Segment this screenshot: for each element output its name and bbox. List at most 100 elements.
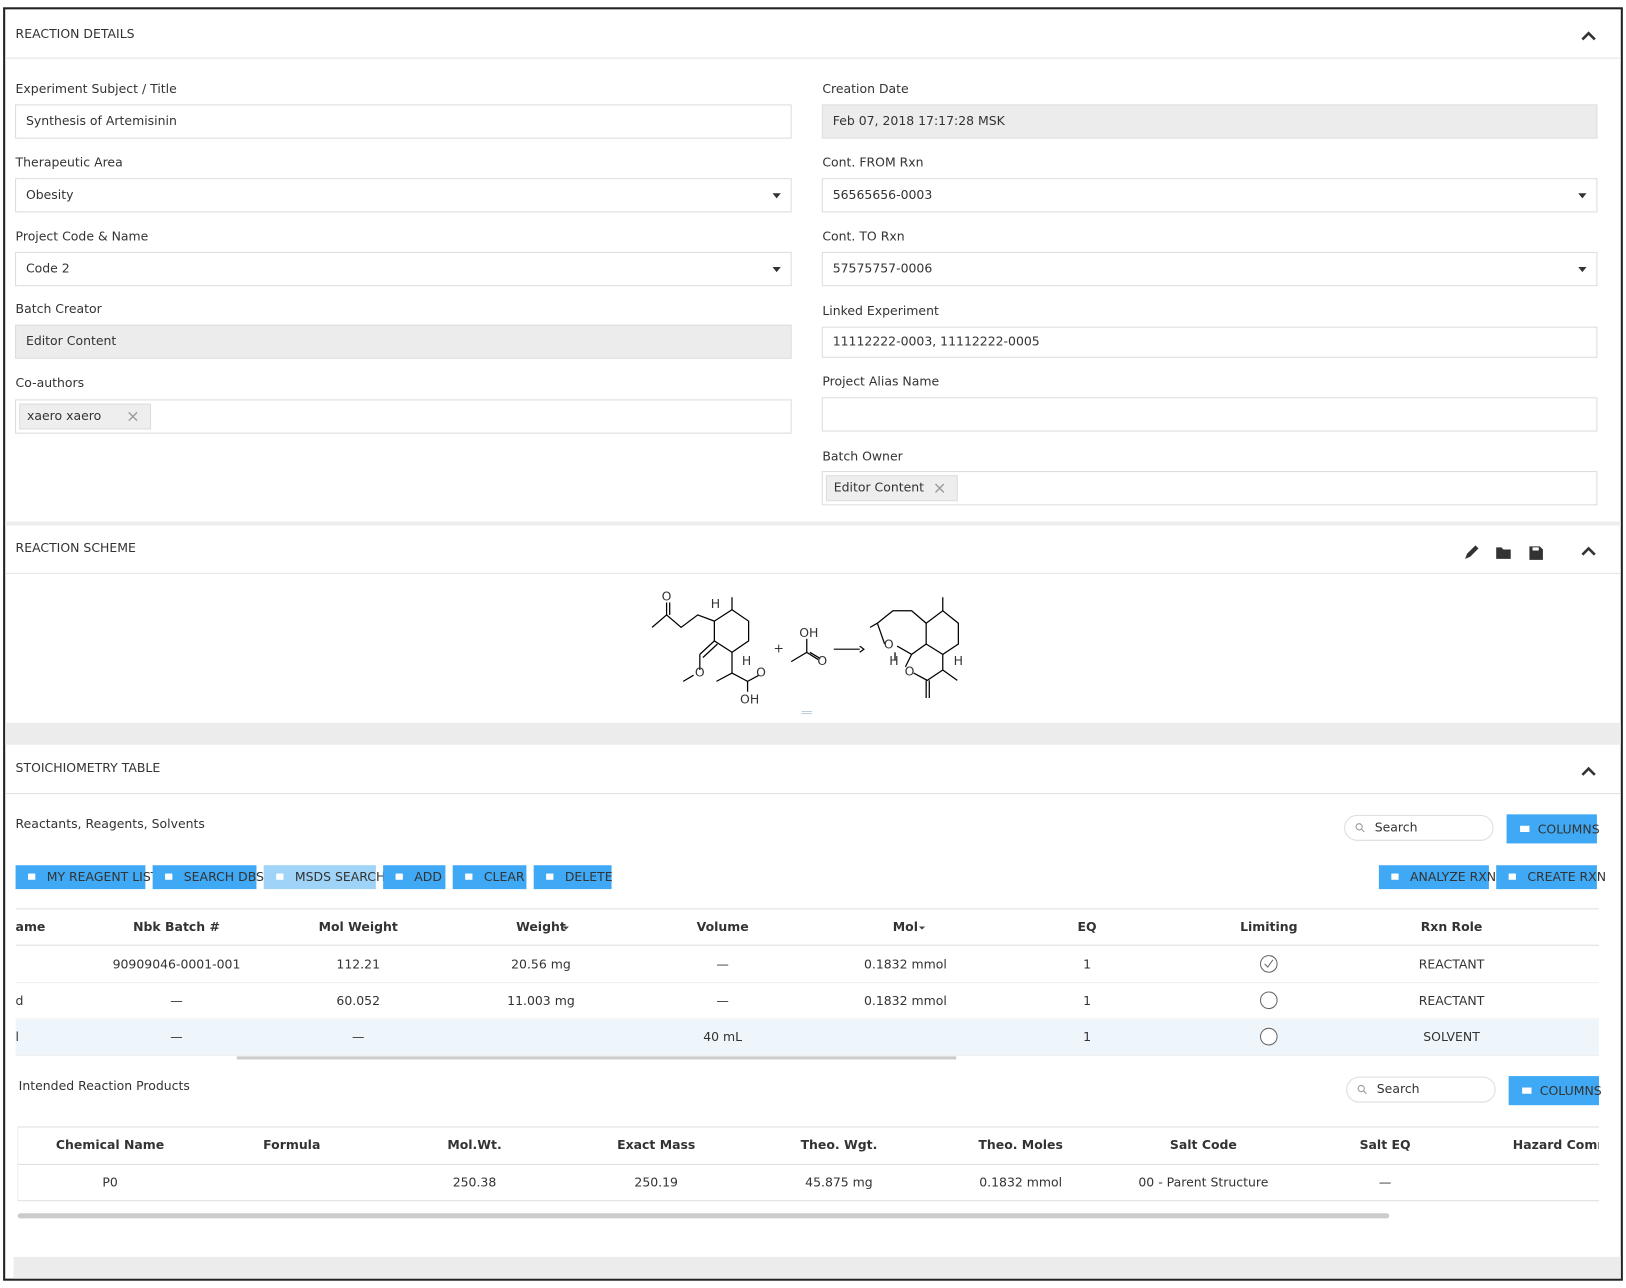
button-label: CLEAR (484, 869, 525, 884)
table-cell: 1 (1083, 956, 1091, 971)
button-label: CREATE RXN (1527, 869, 1606, 884)
tag-chip (825, 475, 958, 502)
column-header: Salt EQ (1360, 1137, 1411, 1152)
button-icon (546, 873, 554, 880)
toolbar-button[interactable] (533, 865, 612, 890)
column-header: Rxn Role (1421, 919, 1483, 934)
button-icon (1520, 825, 1530, 832)
table-cell: 0.1832 mmol (864, 993, 947, 1008)
button-label: COLUMNS (1540, 1083, 1602, 1098)
field-label: Creation Date (822, 81, 908, 96)
atom-label: O (905, 664, 915, 679)
dropdown-caret[interactable] (772, 193, 781, 199)
table-cell: 1 (1083, 993, 1091, 1008)
column-header: Formula (263, 1137, 320, 1152)
table-subtitle: Intended Reaction Products (19, 1078, 190, 1093)
table-cell: — (170, 993, 182, 1008)
section-title: REACTION SCHEME (16, 540, 136, 555)
reaction-drawing (651, 597, 959, 699)
tag-chip (19, 403, 152, 430)
button-icon (1391, 873, 1399, 880)
dropdown-caret[interactable] (772, 266, 781, 273)
input-field[interactable] (821, 251, 1598, 287)
search-icon (1362, 1090, 1367, 1095)
button-icon (395, 873, 403, 880)
search-box[interactable] (1346, 1076, 1496, 1103)
limiting-radio[interactable] (1259, 991, 1278, 1010)
limiting-radio[interactable] (1259, 1027, 1278, 1046)
button-icon (165, 873, 173, 880)
table-cell: — (170, 1029, 182, 1044)
open-icon[interactable] (1496, 547, 1511, 559)
field-value: Editor Content (26, 333, 116, 348)
collapse-icon[interactable] (1581, 766, 1596, 776)
button-label: COLUMNS (1538, 821, 1600, 836)
toolbar-button[interactable] (383, 865, 446, 890)
field-label: Cont. TO Rxn (822, 228, 904, 243)
atom-label: + (774, 641, 784, 656)
table-cell: 250.19 (634, 1175, 678, 1190)
save-icon[interactable] (1529, 546, 1543, 560)
input-field[interactable] (821, 178, 1598, 213)
table-cell: — (1379, 1175, 1391, 1190)
section-title: STOICHIOMETRY TABLE (16, 760, 161, 775)
collapse-icon[interactable] (1581, 546, 1596, 556)
scrollbar[interactable] (17, 1213, 1390, 1219)
table-cell: — (716, 993, 728, 1008)
table-cell: d (16, 993, 24, 1008)
field-value: Synthesis of Artemisinin (26, 113, 177, 128)
input-field[interactable] (15, 178, 792, 213)
remove-icon[interactable] (128, 411, 138, 422)
edit-icon[interactable] (1465, 545, 1479, 559)
search-icon (1360, 828, 1365, 833)
search-box[interactable] (1344, 814, 1494, 841)
separator (5, 722, 1621, 745)
limiting-radio[interactable] (1259, 955, 1278, 973)
column-header: Mol Weight (319, 919, 398, 934)
toolbar-button[interactable] (152, 865, 257, 890)
input-field[interactable] (821, 326, 1598, 358)
table-cell: REACTANT (1419, 956, 1485, 971)
field-label: Therapeutic Area (15, 155, 123, 170)
app: ame Nbk Batch # Mol Weight Weight Volume Mol E… (3, 7, 1623, 1281)
button-label: SEARCH DBS (184, 869, 264, 884)
input-field[interactable] (15, 251, 792, 287)
collapse-icon[interactable] (1581, 31, 1596, 41)
sort-icon[interactable] (562, 926, 569, 930)
toolbar-button[interactable] (452, 865, 527, 890)
atom-label: O (884, 637, 894, 652)
button-icon (28, 873, 36, 880)
atom-label: H (954, 653, 963, 668)
button-label: DELETE (565, 869, 613, 884)
field-label: Batch Creator (16, 301, 103, 316)
field-value: 57575757-0006 (833, 261, 933, 276)
table-cell: 60.052 (336, 993, 380, 1008)
button-icon (1522, 1087, 1532, 1094)
field-value: Feb 07, 2018 17:17:28 MSK (833, 113, 1006, 128)
toolbar-button[interactable] (1496, 865, 1597, 890)
table-cell: SOLVENT (1423, 1029, 1480, 1044)
column-header: Theo. Wgt. (801, 1137, 878, 1152)
atom-label: O (695, 665, 705, 680)
toolbar-button[interactable] (15, 865, 146, 890)
toolbar-button[interactable] (1378, 865, 1489, 890)
dropdown-caret[interactable] (1578, 266, 1587, 273)
column-header: Nbk Batch # (133, 919, 220, 934)
sort-icon[interactable] (918, 926, 926, 930)
field-value: 56565656-0003 (833, 187, 933, 202)
remove-icon[interactable] (935, 483, 945, 493)
input-field[interactable] (15, 104, 792, 139)
column-header: Hazard Comm (1513, 1137, 1610, 1152)
table-cell: — (716, 956, 728, 971)
column-header: Chemical Name (56, 1137, 164, 1152)
input-field[interactable] (821, 397, 1598, 432)
table-cell: 90909046-0001-001 (113, 956, 241, 971)
scrollbar[interactable] (236, 1056, 957, 1060)
dropdown-caret[interactable] (1578, 193, 1587, 199)
field-label: Batch Owner (822, 449, 903, 464)
separator (5, 521, 1621, 526)
table-cell: 40 mL (703, 1029, 742, 1044)
search-placeholder: Search (1377, 1081, 1420, 1096)
button-label: MY REAGENT LIST (47, 869, 159, 884)
frame (3, 7, 1623, 1281)
